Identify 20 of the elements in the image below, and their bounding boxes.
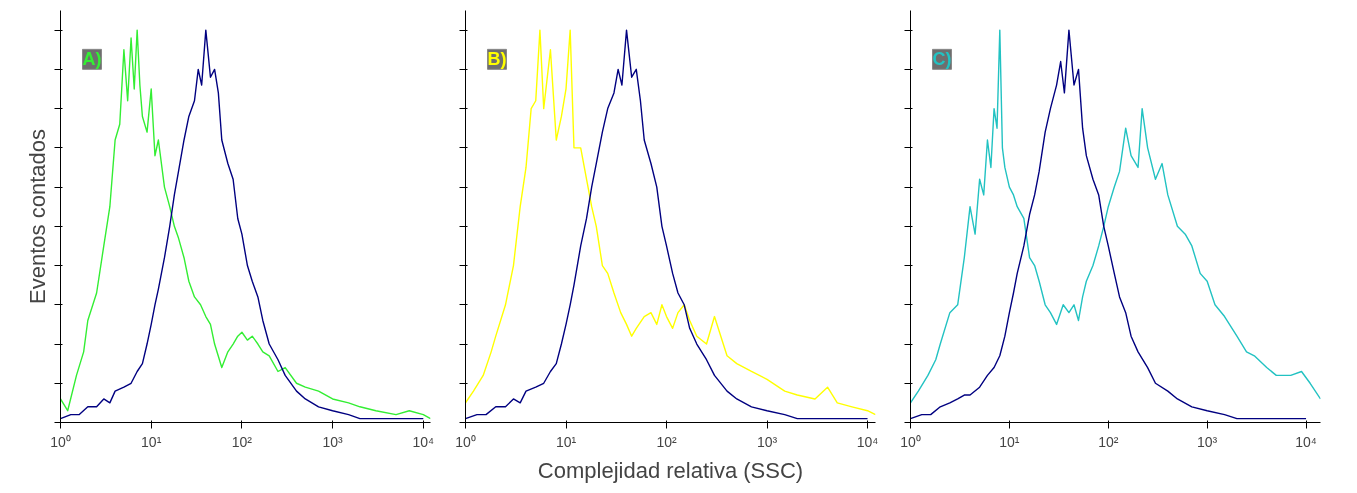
x-tick-label: 10⁴ bbox=[1295, 433, 1317, 450]
y-axis-title: Eventos contados bbox=[24, 129, 50, 304]
annotation: C) bbox=[932, 49, 952, 70]
x-tick-label: 10⁰ bbox=[50, 433, 71, 450]
x-tick-label: 10⁴ bbox=[856, 433, 879, 450]
annotation: A) bbox=[82, 49, 102, 70]
x-tick-label: 10² bbox=[656, 433, 677, 450]
x-tick-label: 10² bbox=[1098, 433, 1119, 450]
x-tick-label: 10¹ bbox=[555, 433, 577, 450]
x-tick-label: 10⁴ bbox=[412, 433, 435, 450]
x-tick-label: 10⁰ bbox=[900, 433, 921, 450]
x-axis-title: Complejidad relativa (SSC) bbox=[537, 457, 804, 483]
annotation: B) bbox=[487, 49, 507, 70]
x-tick-label: 10¹ bbox=[999, 433, 1020, 450]
x-tick-label: 10⁰ bbox=[455, 433, 476, 450]
x-tick-label: 10² bbox=[231, 433, 253, 450]
x-tick-label: 10¹ bbox=[141, 433, 162, 450]
x-tick-label: 10³ bbox=[1197, 433, 1218, 450]
x-tick-label: 10³ bbox=[322, 433, 344, 450]
x-tick-label: 10³ bbox=[756, 433, 778, 450]
